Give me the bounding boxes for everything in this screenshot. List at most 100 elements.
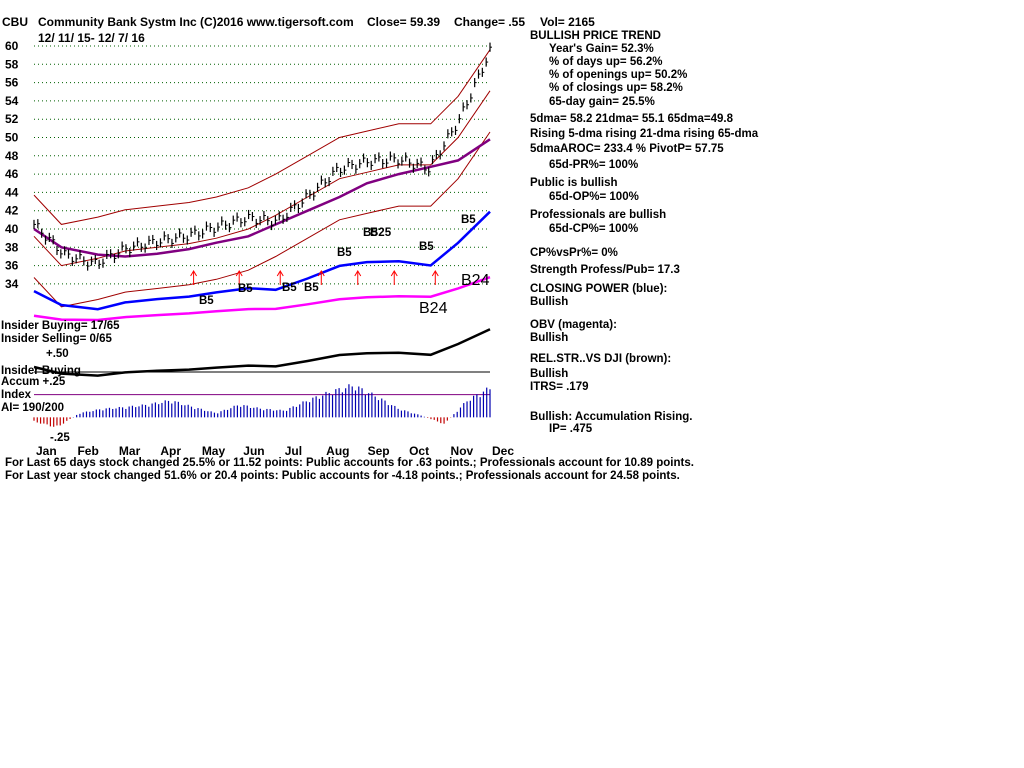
y-tick-label: 46 xyxy=(5,167,19,181)
footer-65day: For Last 65 days stock changed 25.5% or … xyxy=(5,457,694,469)
accum-minus25-label: -.25 xyxy=(50,432,70,444)
rel-str-title: REL.STR..VS DJI (brown): xyxy=(530,353,672,365)
x-tick-label: Oct xyxy=(409,444,429,458)
date-range: 12/ 11/ 15- 12/ 7/ 16 xyxy=(38,31,145,45)
insider-buying-label-2: Insider Buying xyxy=(1,365,81,377)
buy-arrow-head xyxy=(431,270,439,277)
upper-band xyxy=(33,49,491,225)
trend-title: BULLISH PRICE TREND xyxy=(530,30,661,42)
public-status: Public is bullish xyxy=(530,177,618,189)
y-tick-label: 44 xyxy=(5,185,19,199)
price-grid xyxy=(34,45,490,285)
closing-power-obv xyxy=(33,210,491,377)
signal-b5: B5 xyxy=(363,227,378,239)
ma65-line xyxy=(33,138,491,258)
x-tick-label: Sep xyxy=(368,444,390,458)
buy-arrow-head xyxy=(235,270,243,277)
y-tick-label: 60 xyxy=(5,39,19,53)
y-tick-label: 52 xyxy=(5,112,19,126)
x-tick-label: Jul xyxy=(285,444,302,458)
accumulation-index-panel xyxy=(33,371,491,427)
moving-averages xyxy=(33,90,491,267)
obv-line xyxy=(33,276,491,322)
rel-str-status: Bullish xyxy=(530,368,569,380)
buy-arrow-head xyxy=(276,270,284,277)
x-tick-label: Dec xyxy=(492,444,514,458)
op-percent: 65d-OP%= 100% xyxy=(549,191,639,203)
buy-arrow-head xyxy=(190,270,198,277)
x-tick-label: Mar xyxy=(119,444,141,458)
obv-title: OBV (magenta): xyxy=(530,319,617,331)
y-tick-label: 34 xyxy=(5,277,19,291)
signal-b5: B5 xyxy=(337,247,352,259)
x-tick-label: Jan xyxy=(36,444,57,458)
aroc-pivot: 5dmaAROC= 233.4 % PivotP= 57.75 xyxy=(530,143,724,155)
dma-values: 5dma= 58.2 21dma= 55.1 65dma=49.8 xyxy=(530,113,733,125)
professionals-status: Professionals are bullish xyxy=(530,209,667,221)
y-tick-label: 50 xyxy=(5,131,19,145)
signal-b25: B25 xyxy=(370,227,392,239)
index-label: Index xyxy=(1,389,32,401)
company-name: Community Bank Systm Inc (C)2016 www.tig… xyxy=(38,15,354,29)
price-bars xyxy=(33,42,492,271)
month-axis: Jan Feb Mar Apr May Jun Jul Aug Sep Oct Nov Dec xyxy=(36,444,514,458)
strength-ratio: Strength Profess/Pub= 17.3 xyxy=(530,264,680,276)
openings-up: % of openings up= 50.2% xyxy=(549,69,688,81)
closing-power-status: Bullish xyxy=(530,296,569,308)
signal-b5: B5 xyxy=(419,241,434,253)
ticker-symbol: CBU xyxy=(2,15,28,29)
ip-value: IP= .475 xyxy=(549,423,593,435)
ai-label: AI= 190/200 xyxy=(1,402,64,414)
buy-arrow-head xyxy=(354,270,362,277)
signal-b5: B5 xyxy=(304,282,319,294)
ma21-line xyxy=(33,90,491,267)
accum-plus50-label: +.50 xyxy=(46,348,69,360)
y-tick-label: 38 xyxy=(5,240,19,254)
dma-trend: Rising 5-dma rising 21-dma rising 65-dma xyxy=(530,128,759,140)
x-tick-label: Nov xyxy=(451,444,474,458)
day65-gain: 65-day gain= 25.5% xyxy=(549,96,655,108)
y-tick-label: 58 xyxy=(5,57,19,71)
x-tick-label: Aug xyxy=(326,444,349,458)
price-axis: 34 36 38 40 42 44 46 48 50 52 54 56 58 60 xyxy=(5,39,19,291)
signal-b5: B5 xyxy=(199,295,214,307)
signal-b24: B24 xyxy=(419,300,448,317)
signal-b5: B5 xyxy=(282,282,297,294)
signal-b5: B5 xyxy=(238,283,253,295)
y-tick-label: 48 xyxy=(5,149,19,163)
y-tick-label: 40 xyxy=(5,222,19,236)
years-gain: Year's Gain= 52.3% xyxy=(549,43,654,55)
signal-arrows xyxy=(190,270,439,285)
rel-str-line xyxy=(33,328,491,377)
accum-status: Bullish: Accumulation Rising. xyxy=(530,411,693,423)
envelope-bands xyxy=(33,49,491,308)
y-tick-label: 36 xyxy=(5,259,19,273)
cp-vs-pr: CP%vsPr%= 0% xyxy=(530,247,618,259)
lower-band xyxy=(33,131,491,308)
x-tick-label: May xyxy=(202,444,226,458)
signal-b5: B5 xyxy=(461,214,476,226)
y-tick-label: 54 xyxy=(5,94,19,108)
closing-power-title: CLOSING POWER (blue): xyxy=(530,283,668,295)
closings-up: % of closings up= 58.2% xyxy=(549,82,683,94)
close-value: Close= 59.39 xyxy=(367,15,441,29)
obv-status: Bullish xyxy=(530,332,569,344)
footer-year: For Last year stock changed 51.6% or 20.… xyxy=(5,470,680,482)
signal-b24: B24 xyxy=(461,272,490,289)
pr-percent: 65d-PR%= 100% xyxy=(549,159,639,171)
days-up: % of days up= 56.2% xyxy=(549,56,663,68)
change-value: Change= .55 xyxy=(454,15,526,29)
x-tick-label: Jun xyxy=(243,444,264,458)
cp-percent: 65d-CP%= 100% xyxy=(549,223,639,235)
itrs-value: ITRS= .179 xyxy=(530,381,589,393)
x-tick-label: Feb xyxy=(77,444,98,458)
closing-power-line xyxy=(33,210,491,311)
buy-arrow-head xyxy=(390,270,398,277)
x-tick-label: Apr xyxy=(160,444,181,458)
insider-selling-label: Insider Selling= 0/65 xyxy=(1,333,112,345)
y-tick-label: 42 xyxy=(5,204,19,218)
buy-arrow-head xyxy=(317,270,325,277)
y-tick-label: 56 xyxy=(5,76,19,90)
insider-buying-label: Insider Buying= 17/65 xyxy=(1,320,120,332)
